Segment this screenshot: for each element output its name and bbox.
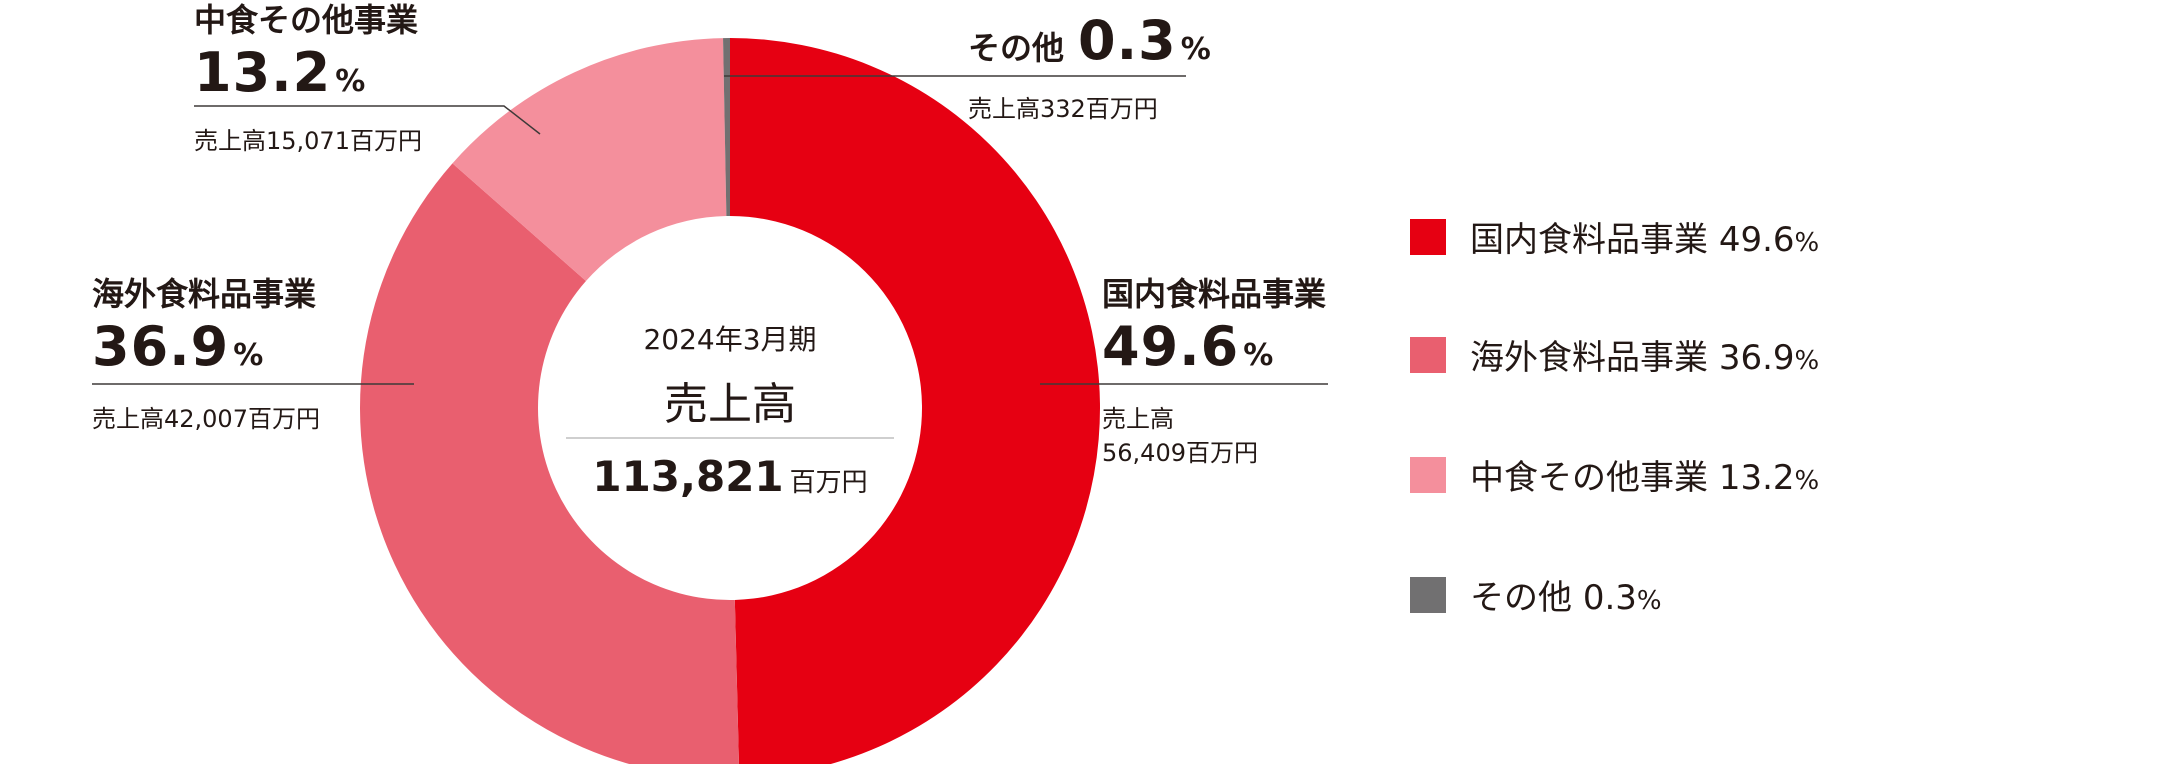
legend-item-other: その他 0.3% xyxy=(1410,570,1662,619)
legend-pct-overseas: 36.9 xyxy=(1718,338,1795,378)
label-other: その他 0.3% 売上高332百万円 xyxy=(968,14,1211,126)
slice-domestic xyxy=(730,38,1100,764)
legend-item-overseas: 海外食料品事業 36.9% xyxy=(1410,330,1819,379)
label-nakashoku-pct-value: 13.2 xyxy=(194,41,332,104)
legend-swatch-overseas xyxy=(1410,336,1446,373)
leader-lines xyxy=(92,75,1328,385)
legend-swatch-domestic xyxy=(1410,218,1446,255)
label-overseas-pct-unit: % xyxy=(233,338,264,373)
slice-nakashoku xyxy=(452,38,727,282)
label-domestic-sub2: 56,409百万円 xyxy=(1102,439,1258,467)
label-overseas-pct: 36.9% xyxy=(92,320,320,374)
label-nakashoku-sub1: 売上高15,071百万円 xyxy=(194,127,422,155)
legend-pct-domestic: 49.6 xyxy=(1718,220,1795,260)
label-other-heading: その他 0.3% xyxy=(968,14,1211,68)
center-total: 113,821 百万円 xyxy=(566,452,894,501)
label-domestic-pct-unit: % xyxy=(1243,338,1274,373)
legend-name-other: その他 xyxy=(1470,578,1572,618)
legend-name-nakashoku: 中食その他事業 xyxy=(1470,458,1708,498)
legend-name-domestic: 国内食料品事業 xyxy=(1470,220,1708,260)
legend-unit-nakashoku: % xyxy=(1794,466,1820,496)
legend-text-other: その他 0.3% xyxy=(1470,570,1662,619)
label-domestic-pct-value: 49.6 xyxy=(1102,315,1240,378)
legend-swatch-other xyxy=(1410,576,1446,613)
legend-text-nakashoku: 中食その他事業 13.2% xyxy=(1470,450,1819,499)
label-nakashoku-pct: 13.2% xyxy=(194,46,422,100)
legend-unit-domestic: % xyxy=(1794,228,1820,258)
slice-other xyxy=(723,38,730,217)
slice-overseas xyxy=(360,163,739,764)
legend-unit-overseas: % xyxy=(1794,346,1820,376)
center-title: 売上高 xyxy=(664,379,796,430)
legend-text-domestic: 国内食料品事業 49.6% xyxy=(1470,212,1819,261)
label-domestic-pct: 49.6% xyxy=(1102,320,1326,374)
legend-text-overseas: 海外食料品事業 36.9% xyxy=(1470,330,1819,379)
label-overseas: 海外食料品事業 36.9% 売上高42,007百万円 xyxy=(92,278,320,436)
donut-slices xyxy=(360,38,1100,764)
label-nakashoku-pct-unit: % xyxy=(335,64,366,99)
leader-line-nakashoku xyxy=(194,105,541,135)
legend-name-overseas: 海外食料品事業 xyxy=(1470,338,1708,378)
legend-item-domestic: 国内食料品事業 49.6% xyxy=(1410,212,1819,261)
legend-pct-nakashoku: 13.2 xyxy=(1718,458,1795,498)
legend-swatch-nakashoku xyxy=(1410,456,1446,493)
label-domestic-sub1: 売上高 xyxy=(1102,405,1174,433)
label-overseas-pct-value: 36.9 xyxy=(92,315,230,378)
label-other-name: その他 xyxy=(968,29,1065,67)
center-label: 2024年3月期 売上高 xyxy=(566,318,894,432)
label-domestic: 国内食料品事業 49.6% 売上高 56,409百万円 xyxy=(1102,278,1326,470)
center-total-value: 113,821 xyxy=(592,452,784,501)
legend-pct-other: 0.3 xyxy=(1582,578,1637,618)
label-nakashoku: 中食その他事業 13.2% 売上高15,071百万円 xyxy=(194,4,422,158)
legend-unit-other: % xyxy=(1636,586,1662,616)
legend-item-nakashoku: 中食その他事業 13.2% xyxy=(1410,450,1819,499)
label-other-sub1: 売上高332百万円 xyxy=(968,95,1158,123)
label-overseas-name: 海外食料品事業 xyxy=(92,275,317,313)
label-overseas-sub1: 売上高42,007百万円 xyxy=(92,405,320,433)
label-other-pct-unit: % xyxy=(1180,32,1211,67)
label-domestic-name: 国内食料品事業 xyxy=(1102,275,1327,313)
center-period: 2024年3月期 xyxy=(643,323,817,356)
label-other-pct-value: 0.3 xyxy=(1078,9,1177,72)
center-total-unit: 百万円 xyxy=(789,468,868,498)
label-nakashoku-name: 中食その他事業 xyxy=(194,1,419,39)
